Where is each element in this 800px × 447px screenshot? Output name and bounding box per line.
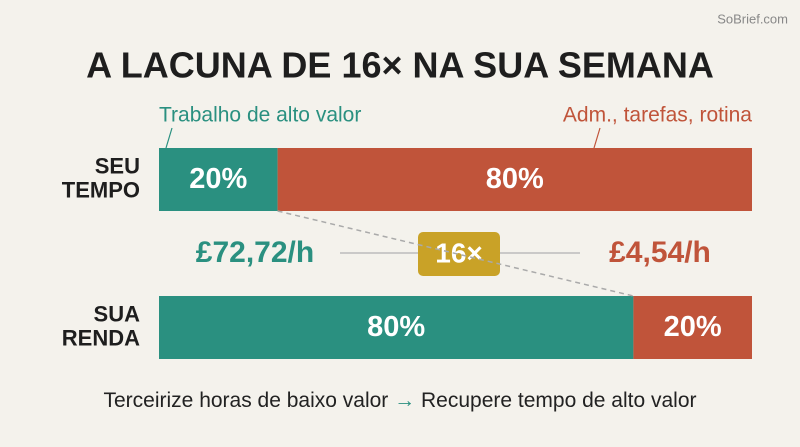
category-label-line: SEU	[95, 153, 140, 178]
category-label: SEU TEMPO	[62, 153, 140, 202]
footer-arrow: →	[394, 389, 415, 412]
bar-segment	[159, 296, 634, 359]
footer-right: Recupere tempo de alto valor	[421, 389, 697, 412]
category-label-line: SUA	[94, 301, 141, 326]
low-rate: £4,54/h	[609, 236, 711, 269]
value-label: 80%	[367, 311, 425, 343]
category-label-text: SEU TEMPO	[62, 153, 140, 202]
bar-segment	[277, 148, 752, 211]
legend-pointer	[593, 127, 601, 149]
category-label-text: SUA RENDA	[62, 301, 140, 350]
value-label: 20%	[189, 163, 247, 195]
boundary-link	[277, 210, 634, 297]
badge-box	[418, 232, 500, 276]
ratio-badge: 16×	[418, 232, 500, 276]
badge-text: 16×	[435, 237, 483, 268]
category-label: SUA RENDA	[62, 301, 140, 350]
legend-label: Adm., tarefas, rotina	[563, 104, 752, 127]
watermark: SoBrief.com	[717, 11, 788, 26]
value-label: 20%	[664, 311, 722, 343]
category-label-line: RENDA	[62, 325, 140, 350]
footer-left: Terceirize horas de baixo valor	[104, 389, 389, 412]
value-label: 80%	[486, 163, 544, 195]
legend-pointer	[165, 127, 173, 149]
bar-segment	[633, 296, 752, 359]
footer: Terceirize horas de baixo valor → Recupe…	[104, 389, 697, 412]
legend-label: Trabalho de alto valor	[159, 104, 361, 127]
high-rate: £72,72/h	[196, 236, 314, 269]
category-label-line: TEMPO	[62, 177, 140, 202]
bar-segment	[159, 148, 278, 211]
chart-title: A LACUNA DE 16× NA SUA SEMANA	[86, 45, 714, 86]
